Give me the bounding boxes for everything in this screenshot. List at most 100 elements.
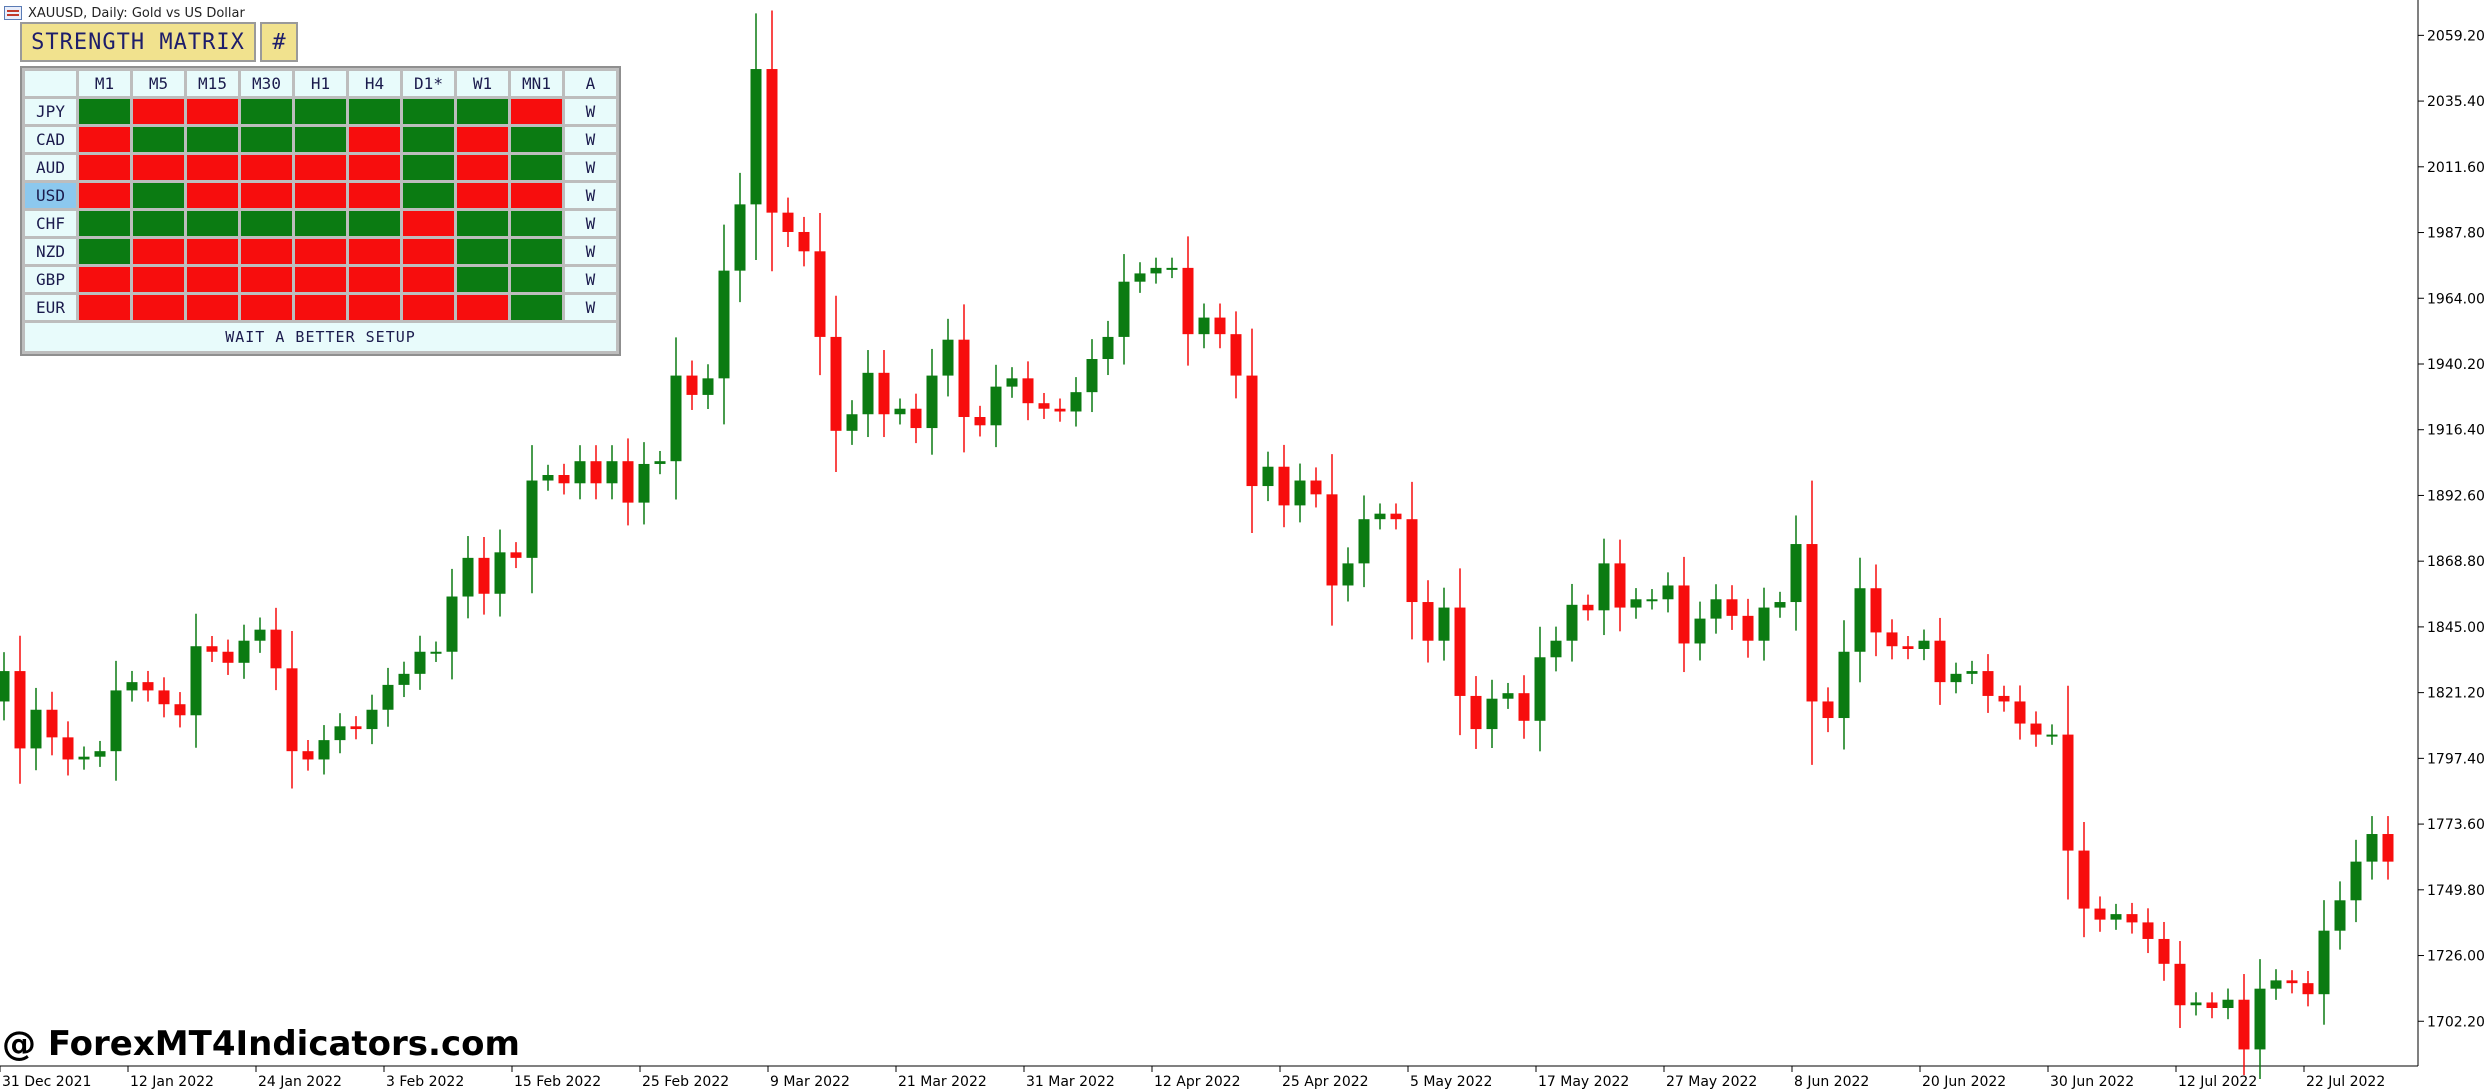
price-tick-label: 1868.80 [2427,554,2485,570]
bullish-candle [1950,673,1962,683]
pair-label-chf[interactable]: CHF [25,211,76,236]
matrix-corner-cell [25,71,76,96]
pair-label-nzd[interactable]: NZD [25,239,76,264]
strength-cell-chf-m15 [187,211,238,236]
bullish-candle [1838,651,1850,719]
bullish-candle [1086,359,1098,393]
strength-cell-jpy-d1-star [403,99,454,124]
bullish-candle [638,463,650,503]
strength-cell-usd-m15 [187,183,238,208]
pair-label-gbp[interactable]: GBP [25,267,76,292]
bullish-candle [574,461,586,484]
bearish-candle [1278,466,1290,506]
bullish-candle [94,751,106,757]
timeframe-header-m15: M15 [187,71,238,96]
bullish-candle [398,673,410,685]
bullish-candle [0,671,10,702]
bullish-candle [78,756,90,760]
bearish-candle [958,339,970,418]
bullish-candle [1342,563,1354,586]
bullish-candle [1662,585,1674,600]
bullish-candle [2254,988,2266,1050]
pair-label-aud[interactable]: AUD [25,155,76,180]
pair-label-eur[interactable]: EUR [25,295,76,320]
bearish-candle [174,704,186,716]
bullish-candle [1966,671,1978,674]
bearish-candle [2126,914,2138,923]
bullish-candle [1774,602,1786,608]
bearish-candle [814,251,826,337]
bearish-candle [1742,615,1754,641]
bearish-candle [1614,563,1626,608]
bullish-candle [2190,1002,2202,1006]
price-tick-label: 2059.20 [2427,28,2485,44]
bearish-candle [766,69,778,213]
strength-cell-chf-h4 [349,211,400,236]
bullish-candle [734,204,746,271]
bullish-candle [1198,317,1210,335]
bearish-candle [1422,602,1434,641]
strength-cell-usd-m30 [241,183,292,208]
strength-cell-cad-m15 [187,127,238,152]
time-tick-label: 9 Mar 2022 [770,1074,850,1090]
bullish-candle [1534,657,1546,721]
strength-cell-usd-d1-star [403,183,454,208]
bearish-candle [798,231,810,252]
bearish-candle [1406,519,1418,603]
bearish-candle [1470,695,1482,730]
status-message: WAIT A BETTER SETUP [25,323,616,351]
bearish-candle [1230,334,1242,376]
bullish-candle [2110,914,2122,920]
strength-cell-usd-m5 [133,183,184,208]
bullish-candle [30,709,42,749]
time-tick-label: 24 Jan 2022 [258,1074,342,1090]
matrix-toggle-button[interactable]: # [260,22,298,62]
strength-cell-usd-m1 [79,183,130,208]
bullish-candle [894,408,906,415]
price-tick-label: 1987.80 [2427,226,2485,242]
strength-cell-nzd-m1 [79,239,130,264]
strength-matrix-header: STRENGTH MATRIX # [20,22,298,62]
bearish-candle [14,671,26,749]
strength-cell-cad-mn1 [511,127,562,152]
bullish-candle [254,629,266,641]
bullish-candle [1550,640,1562,658]
strength-cell-jpy-h4 [349,99,400,124]
pair-label-cad[interactable]: CAD [25,127,76,152]
strength-cell-nzd-m30 [241,239,292,264]
bearish-candle [1214,317,1226,335]
action-header: A [565,71,616,96]
bearish-candle [830,336,842,431]
bullish-candle [190,646,202,716]
strength-cell-nzd-h1 [295,239,346,264]
bullish-candle [1262,466,1274,487]
bullish-candle [1854,588,1866,652]
pair-label-usd[interactable]: USD [25,183,76,208]
strength-cell-eur-h4 [349,295,400,320]
bullish-candle [1758,607,1770,641]
strength-cell-aud-mn1 [511,155,562,180]
time-tick-label: 3 Feb 2022 [386,1074,464,1090]
strength-cell-aud-m15 [187,155,238,180]
time-tick-label: 17 May 2022 [1538,1074,1629,1090]
bearish-candle [1998,695,2010,702]
bearish-candle [1022,378,1034,404]
timeframe-header-m5: M5 [133,71,184,96]
price-tick-label: 1702.20 [2427,1014,2485,1030]
pair-label-jpy[interactable]: JPY [25,99,76,124]
bullish-candle [542,475,554,481]
time-tick-label: 31 Dec 2021 [2,1074,91,1090]
bullish-candle [382,684,394,710]
time-tick-label: 12 Apr 2022 [1154,1074,1241,1090]
bullish-candle [750,69,762,205]
strength-cell-eur-d1-star [403,295,454,320]
bullish-candle [2366,834,2378,862]
strength-cell-gbp-m15 [187,267,238,292]
strength-cell-gbp-m5 [133,267,184,292]
bearish-candle [2286,980,2298,984]
bearish-candle [1246,375,1258,487]
strength-cell-aud-m1 [79,155,130,180]
bearish-candle [142,682,154,691]
bearish-candle [1822,701,1834,719]
